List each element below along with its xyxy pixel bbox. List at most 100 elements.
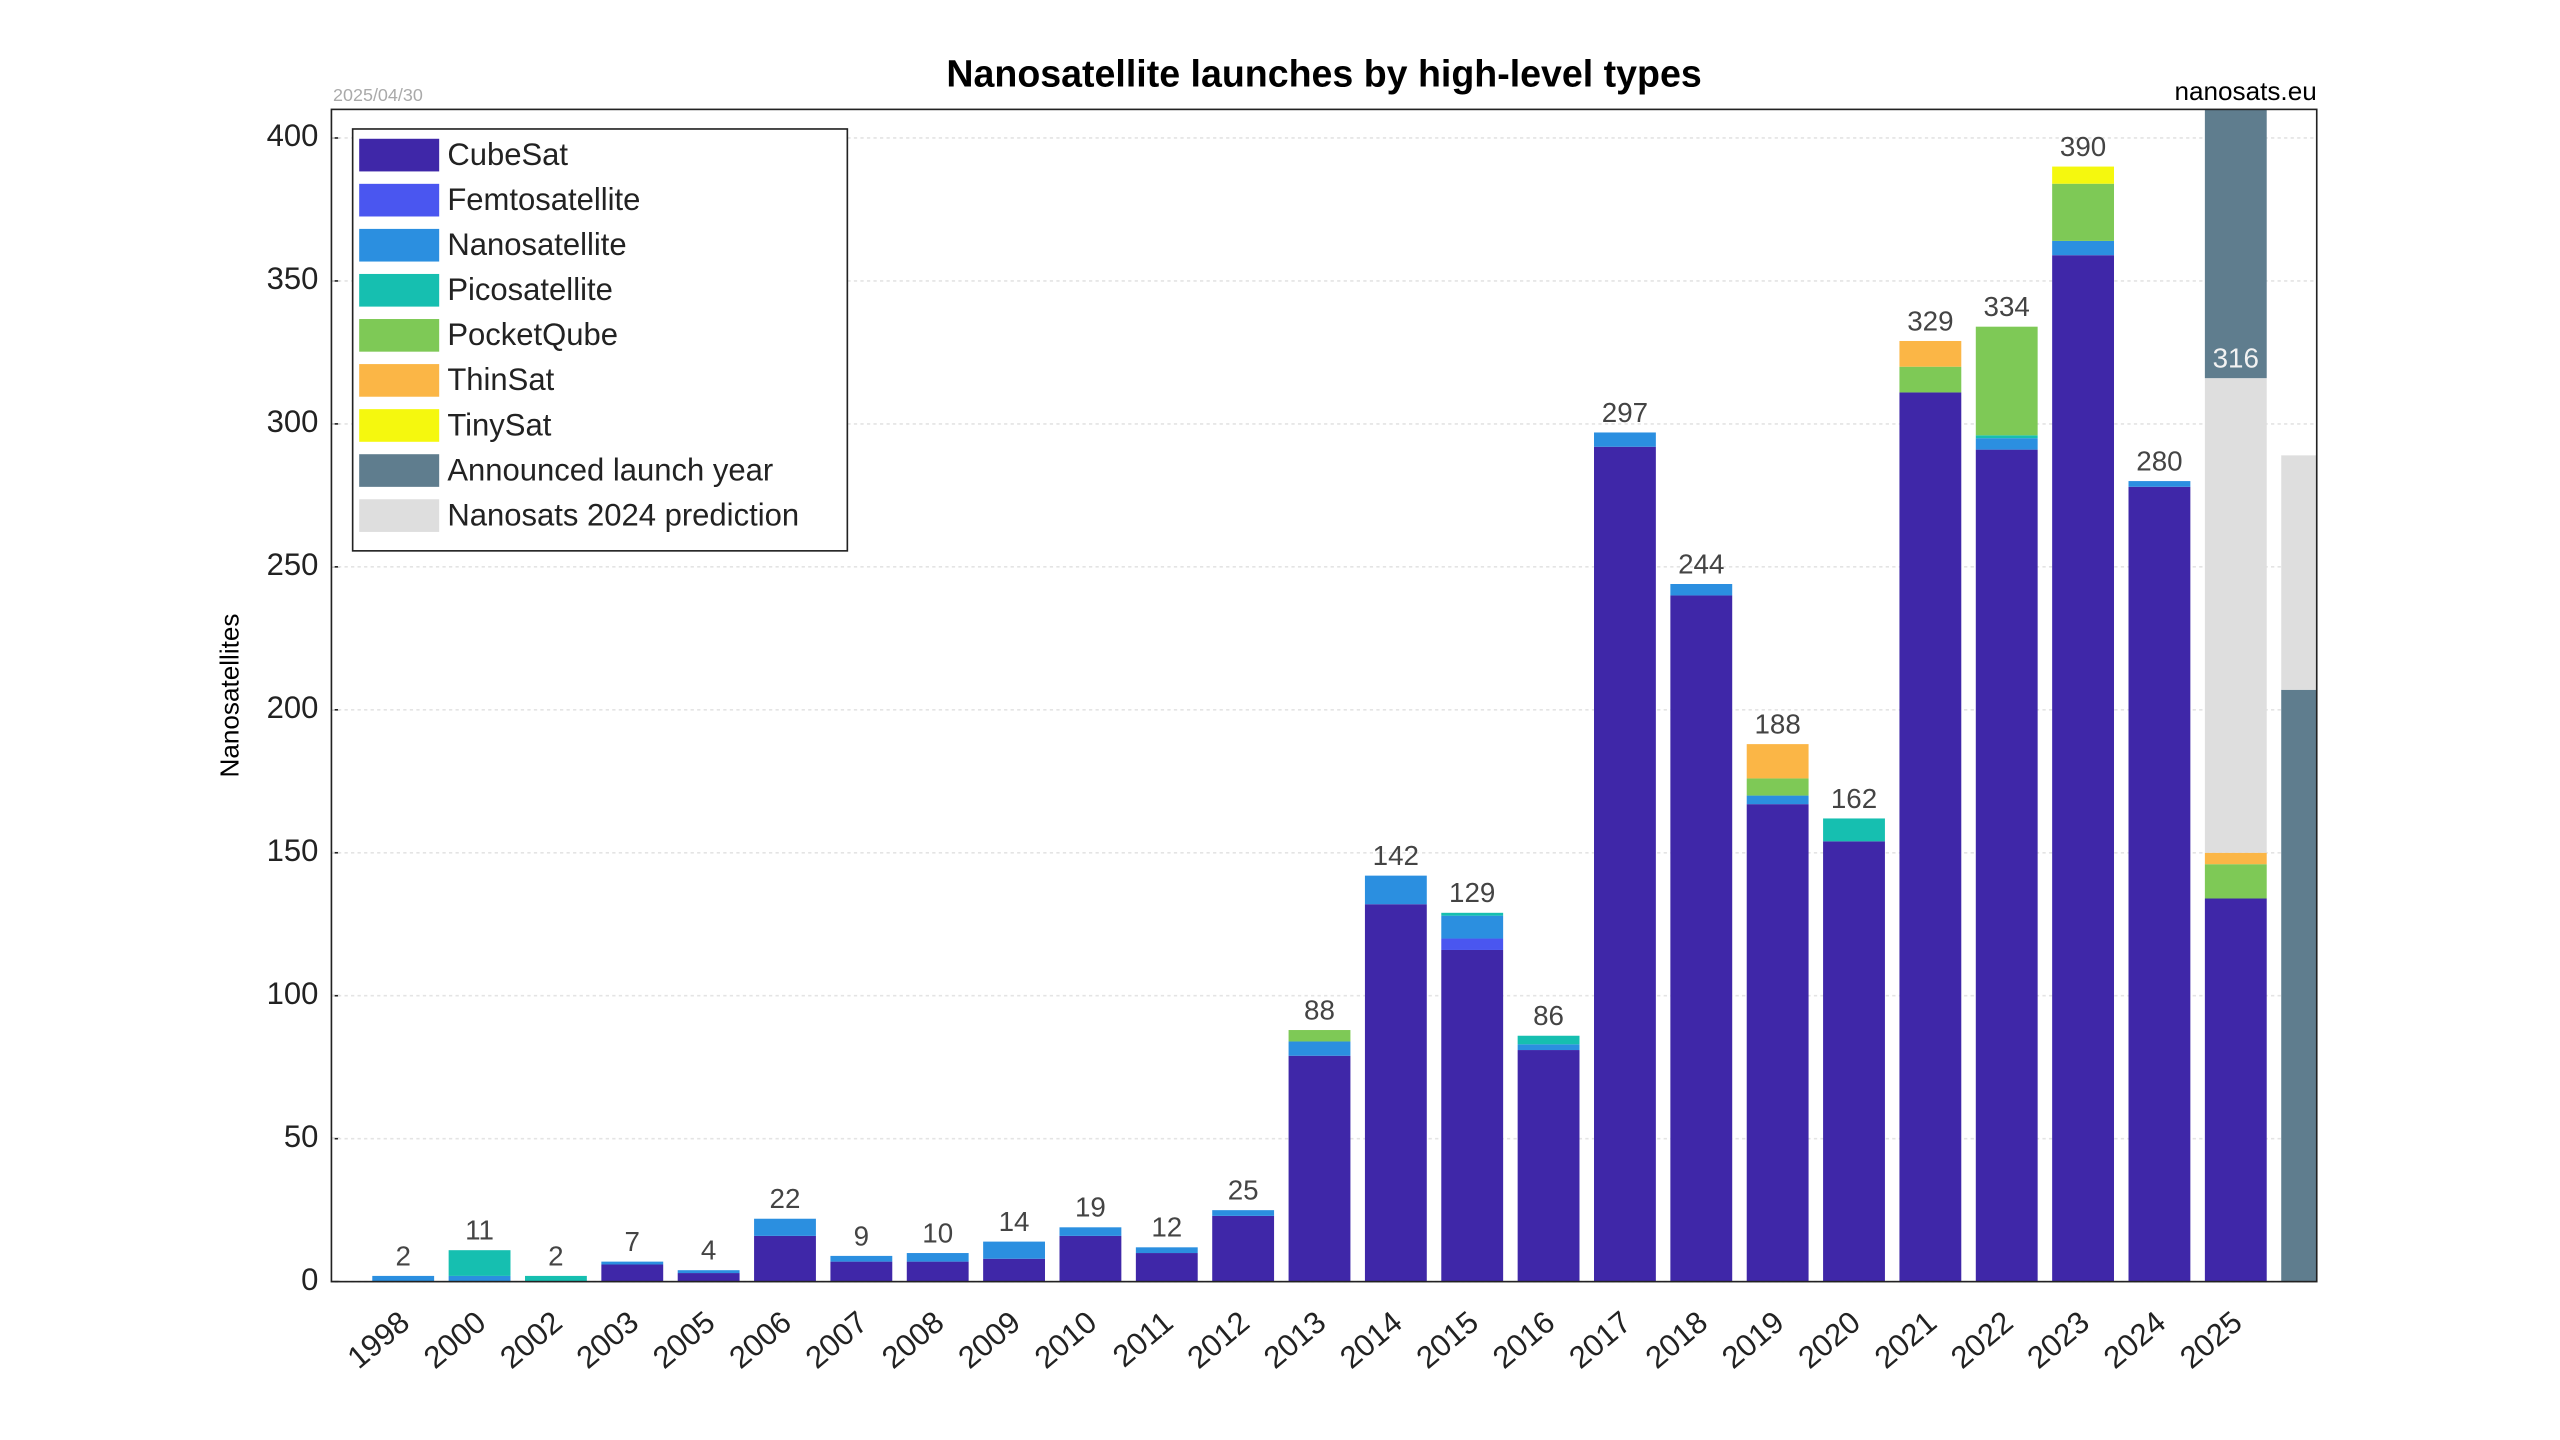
total-label: 316 xyxy=(2213,343,2259,374)
y-axis-label: Nanosatellites xyxy=(215,614,245,778)
bar-segment xyxy=(1899,366,1962,393)
legend-swatch xyxy=(359,138,440,172)
bar-segment xyxy=(1975,438,2038,450)
bar-segment xyxy=(1517,1044,1580,1051)
total-label: 11 xyxy=(465,1215,494,1246)
y-tick-label: 200 xyxy=(267,690,319,725)
plot-frame xyxy=(330,108,2318,1283)
bar-segment xyxy=(372,1275,435,1282)
bar-segment xyxy=(1364,875,1427,905)
y-tick-label: 400 xyxy=(267,118,319,153)
bar-segment xyxy=(1364,904,1427,1282)
bar-segment xyxy=(830,1255,893,1262)
legend-label: Nanosatellite xyxy=(447,227,626,262)
bar-segment xyxy=(1975,435,2038,439)
bar-segment xyxy=(2052,240,2115,256)
bar-segment xyxy=(2204,864,2267,899)
bar-segment xyxy=(1059,1227,1122,1236)
bar-segment xyxy=(1670,595,1733,1282)
y-tick-label: 250 xyxy=(267,547,319,582)
bar-segment xyxy=(2281,689,2317,1282)
legend-swatch xyxy=(359,273,440,307)
y-tick-label: 350 xyxy=(267,261,319,296)
bar-segment xyxy=(830,1261,893,1282)
bar-segment xyxy=(1288,1030,1351,1042)
legend-label: Nanosats 2024 prediction xyxy=(447,497,799,532)
total-label: 22 xyxy=(770,1183,801,1214)
chart-title: Nanosatellite launches by high-level typ… xyxy=(946,53,1701,95)
bar-segment xyxy=(1899,392,1962,1282)
bar-segment xyxy=(1746,778,1809,796)
bar-segment xyxy=(2052,166,2115,184)
total-label: 2 xyxy=(548,1240,563,1271)
bar-segment xyxy=(2052,183,2115,241)
date-note: 2025/04/30 xyxy=(333,85,423,105)
total-label: 19 xyxy=(1075,1192,1106,1223)
bar-segment xyxy=(2281,455,2317,690)
total-label: 329 xyxy=(1907,305,1953,336)
bar-segment xyxy=(677,1270,740,1274)
total-label: 2 xyxy=(395,1240,410,1271)
legend-swatch xyxy=(359,183,440,217)
legend-swatch xyxy=(359,228,440,262)
legend-swatch xyxy=(359,409,440,442)
total-label: 12 xyxy=(1151,1212,1182,1243)
total-label: 390 xyxy=(2060,131,2106,162)
y-tick-label: 300 xyxy=(267,404,319,439)
total-label: 244 xyxy=(1678,548,1724,579)
total-label: 297 xyxy=(1602,397,1648,428)
bar-segment xyxy=(1135,1253,1198,1282)
bar-segment xyxy=(1212,1215,1275,1282)
total-label: 9 xyxy=(854,1220,869,1251)
bar-segment xyxy=(754,1218,816,1236)
total-label: 14 xyxy=(999,1206,1030,1237)
bar-segment xyxy=(524,1275,587,1282)
bar-segment xyxy=(754,1235,816,1282)
bar-segment xyxy=(448,1250,511,1276)
bar-segment xyxy=(1746,744,1809,779)
bar-segment xyxy=(1975,326,2038,436)
legend-label: ThinSat xyxy=(447,362,554,397)
y-tick-label: 0 xyxy=(301,1262,318,1297)
bar-segment xyxy=(2204,378,2267,853)
legend-label: Picosatellite xyxy=(447,272,612,307)
total-label: 188 xyxy=(1754,708,1800,739)
total-label: 334 xyxy=(1984,291,2030,322)
bar-segment xyxy=(448,1275,511,1282)
bar-segment xyxy=(906,1261,969,1282)
bar-segment xyxy=(1212,1210,1275,1216)
bar-segment xyxy=(1594,432,1656,447)
bar-segment xyxy=(1975,449,2038,1282)
total-label: 86 xyxy=(1533,1000,1564,1031)
bar-segment xyxy=(1746,795,1809,805)
bar-segment xyxy=(1517,1050,1580,1282)
bar-segment xyxy=(1823,841,1885,1282)
bar-segment xyxy=(983,1258,1045,1282)
bar-segment xyxy=(1441,938,1504,950)
bar-segment xyxy=(1288,1055,1351,1282)
bar-segment xyxy=(2204,852,2267,865)
bar-segment xyxy=(1517,1035,1580,1045)
legend-label: TinySat xyxy=(447,407,551,442)
legend-swatch xyxy=(359,319,440,352)
legend-swatch xyxy=(359,499,440,532)
legend-label: Announced launch year xyxy=(447,452,773,487)
bar-segment xyxy=(1135,1247,1198,1254)
bars xyxy=(372,109,2317,1282)
legend-swatch xyxy=(359,454,440,487)
bar-segment xyxy=(601,1261,664,1265)
legend-label: Femtosatellite xyxy=(447,182,640,217)
bar-segment xyxy=(601,1264,664,1282)
legend: CubeSat Femtosatellite Nanosatellite Picosa… xyxy=(351,128,849,552)
bar-segment xyxy=(2204,898,2267,1282)
bar-segment xyxy=(1746,804,1809,1282)
legend-swatch xyxy=(359,364,440,397)
total-label: 88 xyxy=(1304,994,1335,1025)
bar-segment xyxy=(1823,818,1885,842)
total-label: 280 xyxy=(2136,445,2182,476)
total-label: 4 xyxy=(701,1235,716,1266)
bar-segment xyxy=(1899,340,1962,367)
y-tick-label: 50 xyxy=(284,1119,319,1154)
